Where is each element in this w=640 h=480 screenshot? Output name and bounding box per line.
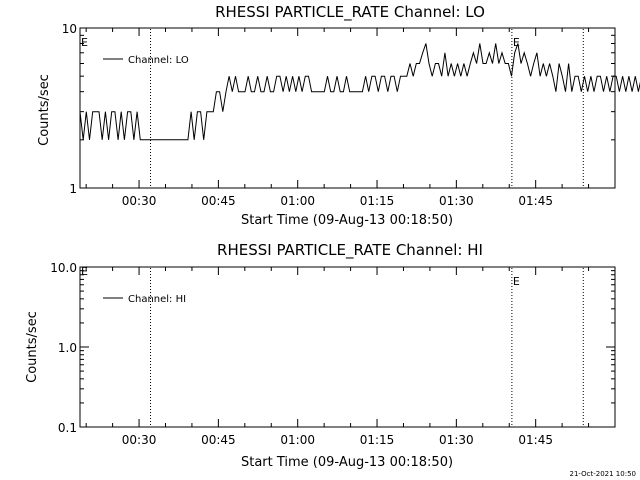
- panel-lo: RHESSI PARTICLE_RATE Channel: LO 00:30 00…: [37, 3, 640, 228]
- x-tick-label: 01:30: [439, 194, 474, 208]
- series: [79, 43, 640, 141]
- legend: Channel: HI: [103, 294, 186, 305]
- y-tick-label: 0.1: [58, 421, 77, 435]
- plot-frame: [79, 27, 616, 189]
- left-marker-label: E: [81, 36, 88, 49]
- x-tick-label: 01:45: [518, 433, 553, 447]
- y-tick-label: 10: [62, 22, 77, 36]
- left-marker-label: E: [81, 265, 88, 278]
- y-axis-label: Counts/sec: [37, 74, 52, 146]
- x-axis: 00:30 00:45 01:00 01:15 01:30 01:45: [85, 267, 590, 447]
- event-marker-label: E: [513, 36, 520, 49]
- y-axis: 0.1 1.0 10.0: [50, 261, 615, 435]
- event-markers: E: [150, 268, 584, 426]
- x-tick-label: 01:30: [439, 433, 474, 447]
- x-tick-label: 01:15: [360, 194, 395, 208]
- y-tick-label: 1.0: [58, 341, 77, 355]
- plot-frame: [79, 266, 616, 428]
- chart-title: RHESSI PARTICLE_RATE Channel: HI: [217, 241, 483, 260]
- series-line: [79, 43, 640, 141]
- event-markers: E: [150, 29, 584, 187]
- timestamp: 21-Oct-2021 10:50: [570, 470, 636, 478]
- x-tick-label: 00:45: [201, 433, 236, 447]
- panel-hi: RHESSI PARTICLE_RATE Channel: HI 00:30 00…: [25, 241, 616, 470]
- x-tick-label: 01:15: [360, 433, 395, 447]
- x-axis: 00:30 00:45 01:00 01:15 01:30 01:45: [85, 28, 590, 208]
- y-axis: 1 10: [62, 22, 615, 196]
- x-axis-label: Start Time (09-Aug-13 00:18:50): [241, 213, 453, 228]
- chart-title: RHESSI PARTICLE_RATE Channel: LO: [215, 3, 485, 22]
- x-tick-label: 01:00: [280, 194, 315, 208]
- legend-entry: Channel: HI: [128, 294, 186, 305]
- y-axis-label: Counts/sec: [25, 311, 40, 383]
- y-tick-label: 1: [69, 182, 77, 196]
- x-tick-label: 00:30: [122, 433, 157, 447]
- legend-entry: Channel: LO: [128, 55, 189, 66]
- x-tick-label: 00:30: [122, 194, 157, 208]
- event-marker-label: E: [513, 275, 520, 288]
- x-axis-label: Start Time (09-Aug-13 00:18:50): [241, 455, 453, 470]
- legend: Channel: LO: [103, 55, 189, 66]
- x-tick-label: 00:45: [201, 194, 236, 208]
- y-tick-label: 10.0: [50, 261, 77, 275]
- x-tick-label: 01:45: [518, 194, 553, 208]
- x-tick-label: 01:00: [280, 433, 315, 447]
